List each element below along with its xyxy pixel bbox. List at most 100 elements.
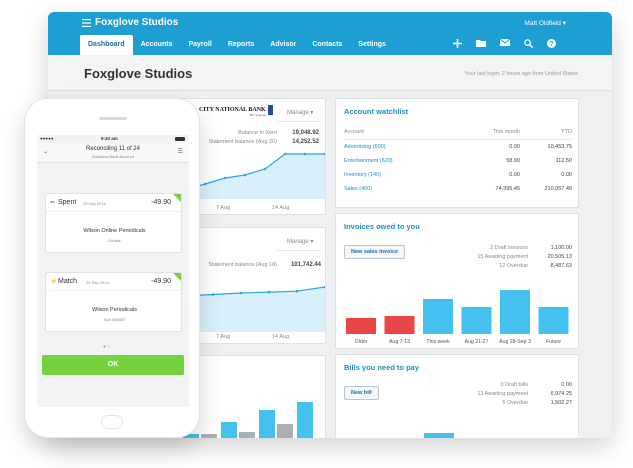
- phone-home-button[interactable]: [101, 415, 123, 429]
- ytd-value: 10,453.75: [547, 144, 572, 150]
- help-icon[interactable]: ?: [547, 39, 556, 48]
- month-value: 0.00: [509, 172, 520, 178]
- balance-xero-label: Balance in Xero: [238, 130, 277, 136]
- divider: [277, 250, 321, 251]
- main-nav: Dashboard Accounts Payroll Reports Advis…: [80, 35, 394, 55]
- green-corner-flag: [173, 194, 181, 202]
- month-value: 0.00: [509, 144, 520, 150]
- invoice-bar-chart: Older Aug 7-13 This week Aug 21-27 Aug 28-Se…: [346, 290, 569, 345]
- summary-value: 1,100.00: [550, 245, 572, 251]
- toolbar-icons: ?: [453, 39, 556, 48]
- svg-text:?: ?: [549, 41, 553, 48]
- org-switcher[interactable]: Foxglove Studios: [82, 17, 178, 28]
- tab-contacts[interactable]: Contacts: [312, 41, 343, 48]
- chevron-down-icon[interactable]: ⌄: [43, 149, 49, 155]
- chart-bar: [500, 290, 530, 334]
- category-label: Future: [546, 339, 561, 345]
- manage-dropdown[interactable]: Manage ▾: [287, 238, 313, 245]
- card-date: 29 Sep 2014: [86, 280, 109, 285]
- user-menu[interactable]: Matt Oldfield ▾: [524, 19, 566, 27]
- pagination-dots[interactable]: ● ○: [103, 344, 111, 350]
- statement-balance-value: 14,252.52: [292, 139, 319, 145]
- list-icon[interactable]: ☰: [177, 149, 183, 155]
- menu-icon: [82, 18, 91, 27]
- manage-dropdown[interactable]: Manage ▾: [287, 109, 313, 116]
- table-row: Entertainment (620) 58.90 112.50: [336, 158, 578, 170]
- match-transaction-card[interactable]: ⚡ Match 29 Sep 2014 -49.90 Wilson Period…: [45, 272, 182, 332]
- summary-label: 5 Overdue: [502, 400, 528, 406]
- manage-label: Manage: [287, 239, 309, 245]
- statement-balance-label: Statement balance (Aug 20): [208, 139, 278, 145]
- divider: [277, 121, 321, 122]
- card-amount: -49.90: [151, 278, 171, 285]
- column-header: YTD: [561, 129, 572, 135]
- org-name: Foxglove Studios: [95, 17, 179, 28]
- bar-chart: [145, 402, 313, 438]
- new-sales-invoice-button[interactable]: New sales invoice: [344, 245, 406, 259]
- card-kind: Spent: [58, 199, 77, 206]
- card-amount: -49.90: [151, 199, 171, 206]
- tab-advisor[interactable]: Advisor: [270, 41, 297, 48]
- bank-logo: CITY NATIONAL BANK The way up: [199, 107, 266, 117]
- chevron-down-icon: ▾: [310, 239, 314, 245]
- tab-accounts[interactable]: Accounts: [140, 41, 173, 48]
- tab-payroll[interactable]: Payroll: [188, 41, 212, 48]
- chart-bar: [259, 410, 275, 438]
- chart-bar: [424, 433, 454, 438]
- phone-subtitle: Business Bank Account: [92, 154, 134, 159]
- new-bill-button[interactable]: New bill: [344, 386, 379, 400]
- status-time: 9:40 am: [101, 136, 118, 141]
- chart-bar: [201, 434, 217, 438]
- account-link[interactable]: Entertainment (620): [344, 158, 393, 164]
- manage-label: Manage: [287, 110, 309, 116]
- account-link[interactable]: Advertising (600): [344, 144, 386, 150]
- summary-value: 1,502.27: [550, 400, 572, 406]
- phone-header: ⌄ Reconciling 11 of 24 Business Bank Acc…: [37, 143, 189, 163]
- month-value: 58.90: [506, 158, 520, 164]
- summary-label: 2 Draft invoices: [490, 245, 528, 251]
- data-point: [323, 285, 325, 289]
- card-title: Bills you need to pay: [344, 363, 420, 372]
- chart-bar: [221, 422, 237, 438]
- spent-transaction-card[interactable]: ⇐ Spent 29 Sep 2014 -49.90 Wilson Online…: [45, 193, 182, 253]
- folder-icon[interactable]: [476, 39, 486, 47]
- bank-logo-icon: [268, 105, 273, 115]
- account-watchlist-card: Account watchlist Account This month YTD…: [335, 98, 579, 208]
- mail-icon[interactable]: [500, 39, 510, 46]
- chart-bar: [346, 318, 376, 334]
- bank-tagline: The way up: [249, 113, 266, 117]
- search-icon[interactable]: [524, 39, 533, 48]
- data-point: [243, 173, 247, 177]
- tab-reports[interactable]: Reports: [227, 41, 255, 48]
- plus-icon[interactable]: [453, 39, 462, 48]
- chart-bar: [461, 307, 492, 334]
- chart-bar: [423, 299, 453, 334]
- phone-mockup: ●●●●● 9:40 am ⌄ Reconciling 11 of 24 Bus…: [24, 98, 200, 438]
- x-tick-label: 14 Aug: [272, 334, 290, 340]
- chart-bar: [239, 432, 255, 438]
- tab-settings[interactable]: Settings: [358, 41, 386, 48]
- ok-button[interactable]: OK: [42, 355, 184, 375]
- data-point: [295, 289, 299, 293]
- lightning-icon: ⚡: [50, 279, 58, 285]
- card-payee: Wilson Online Periodicals: [83, 228, 146, 234]
- data-point: [223, 176, 227, 180]
- category-label: Older: [355, 339, 368, 345]
- x-tick-label: 7 Aug: [216, 205, 231, 211]
- card-detail: Details: [108, 238, 121, 243]
- tab-dashboard[interactable]: Dashboard: [80, 35, 133, 55]
- chart-bar: [277, 424, 293, 438]
- top-bar: Foxglove Studios Matt Oldfield ▾ Dashboa…: [48, 12, 612, 55]
- summary-label: 0 Draft bills: [500, 382, 528, 388]
- category-label: Aug 28-Sep 3: [499, 339, 531, 345]
- table-row: Inventory (140) 0.00 0.00: [336, 172, 578, 184]
- data-point: [239, 291, 243, 295]
- card-title: Account watchlist: [344, 107, 409, 116]
- data-point: [323, 152, 325, 156]
- category-label: This week: [426, 339, 450, 345]
- account-link[interactable]: Sales (400): [344, 186, 373, 192]
- account-link[interactable]: Inventory (140): [344, 172, 381, 178]
- x-tick-label: 14 Aug: [272, 205, 290, 211]
- column-header: Account: [344, 129, 364, 135]
- chart-area: [185, 287, 325, 332]
